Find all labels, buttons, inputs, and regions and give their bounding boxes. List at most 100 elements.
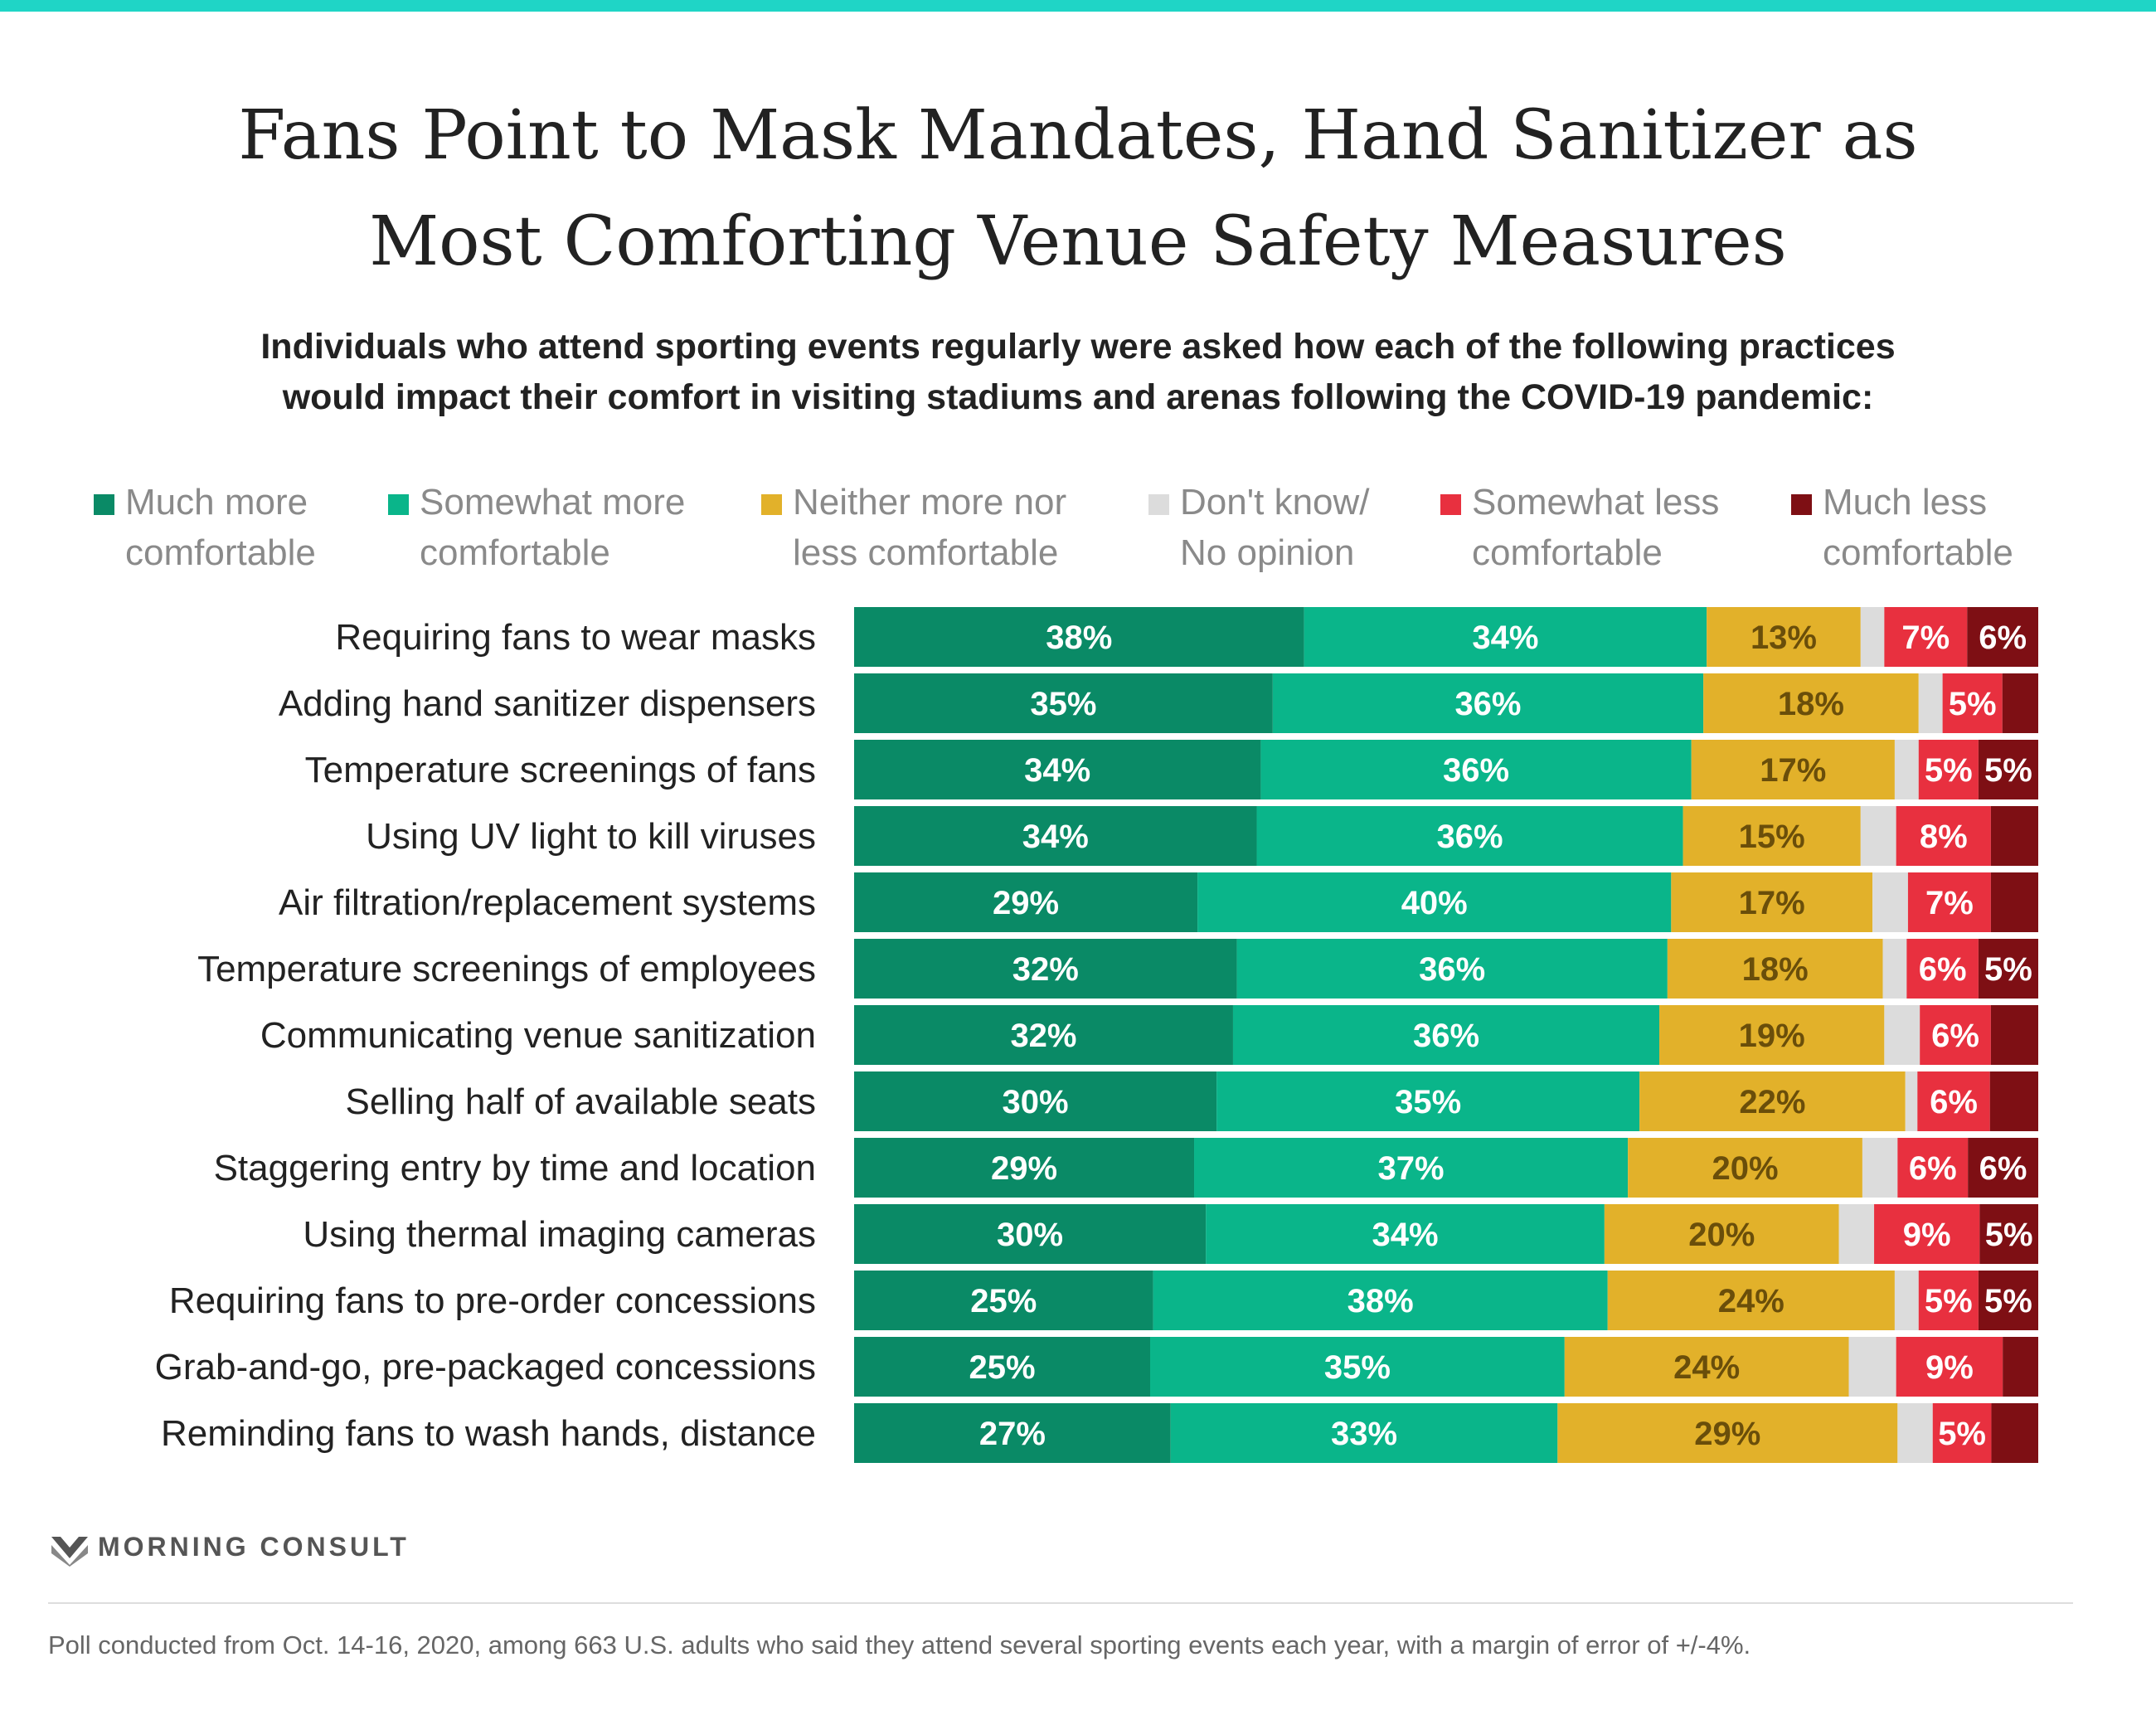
category-label: Using UV light to kill viruses xyxy=(366,816,816,857)
legend-swatch xyxy=(761,494,782,515)
bar-segment xyxy=(1872,872,1908,932)
bar-segment xyxy=(1932,1403,1992,1463)
chart-title: Fans Point to Mask Mandates, Hand Saniti… xyxy=(0,83,2156,295)
bar-segment xyxy=(1667,939,1883,999)
brand-name: MORNING CONSULT xyxy=(98,1532,410,1562)
data-label: 36% xyxy=(1454,686,1521,722)
bar-segment xyxy=(1197,872,1672,932)
legend-swatch xyxy=(1440,494,1461,515)
bar-segment xyxy=(1194,1138,1629,1198)
bar-segment xyxy=(1607,1271,1895,1330)
bar-segment xyxy=(1236,939,1668,999)
data-label: 27% xyxy=(979,1416,1046,1452)
bar-segment xyxy=(1897,1403,1933,1463)
category-label: Adding hand sanitizer dispensers xyxy=(279,683,816,724)
bar-segment xyxy=(1920,1005,1991,1065)
bar-segment xyxy=(1990,806,2038,866)
bar-segment xyxy=(854,1204,1207,1264)
morning-consult-logo: MORNING CONSULT xyxy=(51,1530,632,1572)
bar-segment xyxy=(1256,806,1683,866)
bar-segment xyxy=(2002,673,2038,733)
data-label: 9% xyxy=(1925,1349,1974,1386)
bar-segment xyxy=(854,1138,1195,1198)
data-label: 34% xyxy=(1024,752,1090,789)
bar-segment xyxy=(1628,1138,1862,1198)
category-label: Grab-and-go, pre-packaged concessions xyxy=(155,1347,816,1387)
legend-label: Much more comfortable xyxy=(125,482,316,573)
data-label: 34% xyxy=(1022,819,1089,855)
data-label: 32% xyxy=(1012,951,1079,988)
legend-label: Somewhat less comfortable xyxy=(1472,482,1720,573)
data-label: 29% xyxy=(991,1150,1057,1187)
data-label: 36% xyxy=(1419,951,1485,988)
bar-segment xyxy=(1260,740,1692,799)
morning-consult-logo-icon xyxy=(51,1537,88,1567)
bar-segment xyxy=(1968,1138,2038,1198)
bar-segment xyxy=(1896,806,1991,866)
data-label: 5% xyxy=(1984,1283,2032,1319)
bar-segment xyxy=(854,607,1304,667)
bar-segment xyxy=(1897,1138,1969,1198)
data-label: 34% xyxy=(1472,620,1538,656)
bar-segment xyxy=(1917,1071,1990,1131)
bar-segment xyxy=(1918,740,1979,799)
legend-label: Neither more nor less comfortable xyxy=(793,482,1067,573)
bar-segment xyxy=(1860,806,1896,866)
data-label: 5% xyxy=(1925,752,1973,789)
data-label: 7% xyxy=(1925,885,1974,921)
bar-segment xyxy=(2003,1337,2038,1397)
bar-segment xyxy=(1206,1204,1605,1264)
bar-segment xyxy=(1272,673,1704,733)
category-label: Temperature screenings of fans xyxy=(305,750,816,790)
data-label: 35% xyxy=(1395,1084,1461,1120)
data-label: 6% xyxy=(1979,1150,2027,1187)
legend-swatch xyxy=(1148,494,1169,515)
bar-segment xyxy=(1150,1337,1565,1397)
chart-title-line-2: Most Comforting Venue Safety Measures xyxy=(369,202,1787,281)
bar-segment xyxy=(1557,1403,1898,1463)
bar-segment xyxy=(1978,939,2038,999)
chart-title-line-1: Fans Point to Mask Mandates, Hand Saniti… xyxy=(238,96,1918,175)
bar-segment xyxy=(1894,740,1919,799)
data-label: 36% xyxy=(1413,1018,1479,1054)
bar-segment xyxy=(854,1271,1153,1330)
data-label: 5% xyxy=(1985,1217,2033,1253)
category-label: Requiring fans to wear masks xyxy=(335,617,816,658)
category-label: Communicating venue sanitization xyxy=(260,1015,816,1056)
data-label: 36% xyxy=(1443,752,1509,789)
top-accent-bar xyxy=(0,0,2156,12)
bar-segment xyxy=(1232,1005,1660,1065)
category-label: Using thermal imaging cameras xyxy=(303,1214,816,1255)
bar-segment xyxy=(1639,1071,1906,1131)
bar-segment xyxy=(1918,673,1943,733)
data-label: 38% xyxy=(1348,1283,1414,1319)
data-label: 5% xyxy=(1925,1283,1973,1319)
chart-subtitle: Individuals who attend sporting events r… xyxy=(83,322,2073,423)
data-label: 18% xyxy=(1742,951,1809,988)
bar-segment xyxy=(1691,740,1895,799)
data-label: 9% xyxy=(1903,1217,1951,1253)
data-label: 5% xyxy=(1984,752,2032,789)
bar-segment xyxy=(854,1403,1171,1463)
bar-segment xyxy=(1979,1204,2038,1264)
stacked-bar-chart: Requiring fans to wear masks 38% 34% 13% 7% 6… xyxy=(155,607,2038,1463)
bar-segment xyxy=(1918,1271,1979,1330)
data-label: 24% xyxy=(1718,1283,1785,1319)
data-label: 35% xyxy=(1030,686,1096,722)
bar-segment xyxy=(854,673,1273,733)
bar-segment xyxy=(1564,1337,1849,1397)
bar-segment xyxy=(1907,872,1991,932)
data-label: 8% xyxy=(1920,819,1968,855)
bar-segment xyxy=(1991,1403,2038,1463)
data-label: 38% xyxy=(1046,620,1112,656)
category-label: Temperature screenings of employees xyxy=(197,949,816,989)
data-label: 30% xyxy=(997,1217,1063,1253)
bar-segment xyxy=(1884,1005,1920,1065)
bar-segment xyxy=(1707,607,1861,667)
data-label: 29% xyxy=(1694,1416,1760,1452)
bar-segment xyxy=(1990,872,2038,932)
bar-segment xyxy=(1906,939,1979,999)
footnote: Poll conducted from Oct. 14-16, 2020, am… xyxy=(48,1630,1751,1659)
bar-segment xyxy=(1604,1204,1839,1264)
data-label: 6% xyxy=(1919,951,1967,988)
